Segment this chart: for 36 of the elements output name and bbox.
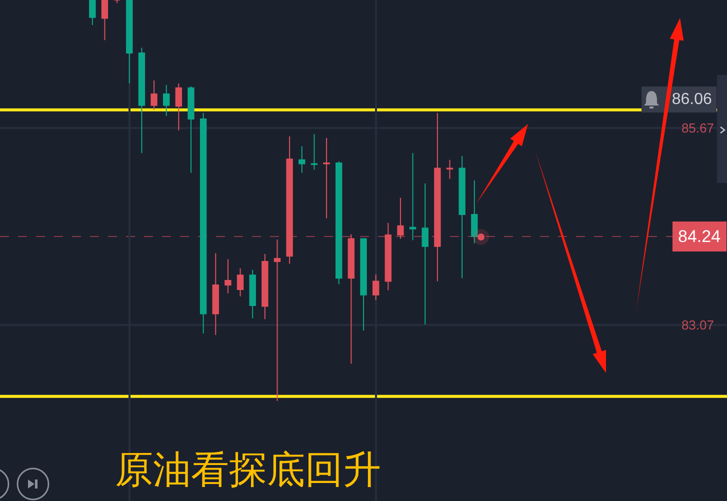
candlestick: [212, 252, 219, 336]
candlestick: [101, 0, 108, 41]
candlestick: [360, 238, 367, 331]
candlestick: [422, 182, 428, 325]
candlestick: [298, 146, 306, 174]
candlestick: [323, 137, 330, 219]
text: 原油看探底回升: [115, 447, 381, 492]
candlestick: [336, 160, 342, 285]
candlestick: [200, 112, 207, 334]
candlestick: [89, 0, 96, 26]
candlestick: [224, 258, 232, 294]
candlestick: [274, 239, 281, 402]
candlestick: [126, 0, 133, 84]
candlestick: [175, 82, 182, 131]
candlestick: [409, 152, 416, 241]
candlestick: [249, 269, 256, 319]
candlestick: [458, 156, 466, 279]
candlestick: [397, 197, 404, 240]
candlestick: [138, 47, 146, 154]
y-tick-label: 85.67: [681, 120, 714, 136]
candlestick: [372, 274, 380, 301]
y-tick-label: 83.07: [681, 318, 714, 333]
candlestick: [434, 112, 441, 282]
candlestick: [114, 0, 120, 4]
ref-line-label: 84.24: [678, 227, 721, 246]
candlestick: [286, 136, 293, 264]
candlestick: [188, 86, 194, 174]
candlestick: [150, 80, 158, 110]
candlestick: [384, 222, 392, 291]
annotation: 86.06: [672, 91, 712, 108]
candlestick: [163, 84, 170, 116]
candlestick: [446, 159, 454, 180]
candlestick: [262, 253, 268, 320]
candlestick: [236, 268, 244, 297]
candlestick: [348, 234, 355, 364]
candlestick: [310, 134, 318, 170]
